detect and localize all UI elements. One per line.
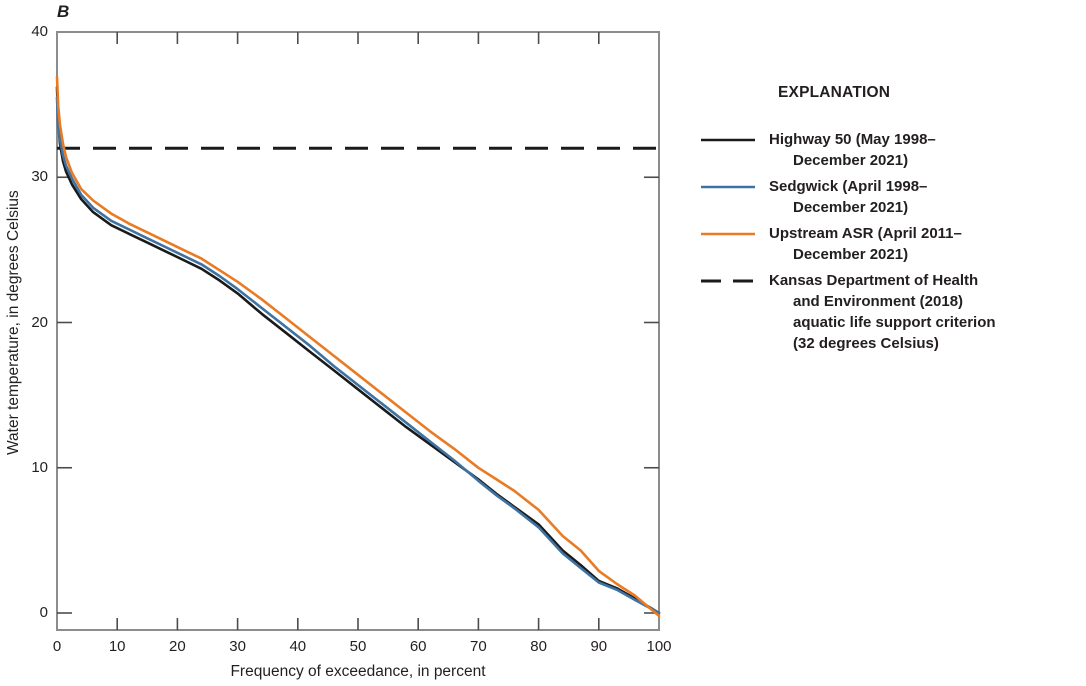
x-tick-label: 70 xyxy=(470,638,487,655)
legend-item-kdhe-criterion: Kansas Department of Health and Environm… xyxy=(700,270,1030,354)
legend: EXPLANATION Highway 50 (May 1998– Decemb… xyxy=(700,84,1030,359)
legend-label-line: Sedgwick (April 1998– xyxy=(769,178,928,195)
y-tick-label: 40 xyxy=(31,23,48,40)
x-tick-label: 10 xyxy=(108,638,126,655)
y-tick-label: 0 xyxy=(39,604,48,621)
legend-label-line: Highway 50 (May 1998– xyxy=(769,131,936,148)
solid-line-sample-icon xyxy=(700,223,756,265)
x-tick-label: 90 xyxy=(590,638,608,655)
legend-label-line: aquatic life support criterion xyxy=(793,314,996,331)
legend-label-line: Upstream ASR (April 2011– xyxy=(769,225,962,242)
legend-label-line: December 2021) xyxy=(793,152,909,169)
legend-item-sedgwick: Sedgwick (April 1998– December 2021) xyxy=(700,176,1030,218)
legend-label-line: December 2021) xyxy=(793,246,909,263)
y-tick-label: 20 xyxy=(31,313,48,331)
x-tick-label: 40 xyxy=(289,638,307,655)
legend-label-line: (32 degrees Celsius) xyxy=(793,335,939,352)
solid-line-sample-icon xyxy=(700,176,756,218)
dashed-line-sample-icon xyxy=(700,270,756,354)
legend-title: EXPLANATION xyxy=(778,84,891,101)
legend-label-line: and Environment (2018) xyxy=(793,293,964,310)
legend-item-label: Highway 50 (May 1998– December 2021) xyxy=(769,129,936,171)
legend-item-label: Kansas Department of Health and Environm… xyxy=(769,270,996,354)
x-tick-label: 20 xyxy=(169,638,186,655)
legend-item-label: Upstream ASR (April 2011– December 2021) xyxy=(769,223,962,265)
x-axis-title: Frequency of exceedance, in percent xyxy=(230,663,486,680)
x-tick-label: 60 xyxy=(409,638,427,655)
legend-item-label: Sedgwick (April 1998– December 2021) xyxy=(769,176,927,218)
series-line-2 xyxy=(55,75,661,618)
y-tick-label: 10 xyxy=(31,458,48,476)
series-line-0 xyxy=(55,85,661,615)
x-tick-label: 80 xyxy=(530,638,547,655)
series-line-1 xyxy=(55,96,661,615)
legend-label-line: December 2021) xyxy=(793,199,909,216)
figure-label: B xyxy=(57,2,70,21)
solid-line-sample-icon xyxy=(700,129,756,171)
legend-item-highway50: Highway 50 (May 1998– December 2021) xyxy=(700,129,1030,171)
x-tick-label: 100 xyxy=(646,638,672,655)
x-tick-label: 50 xyxy=(349,638,367,655)
y-tick-label: 30 xyxy=(31,168,48,186)
legend-label-line: Kansas Department of Health xyxy=(769,272,979,289)
legend-item-upstream-asr: Upstream ASR (April 2011– December 2021) xyxy=(700,223,1030,265)
x-tick-label: 30 xyxy=(229,638,246,655)
x-tick-label: 0 xyxy=(52,638,62,655)
